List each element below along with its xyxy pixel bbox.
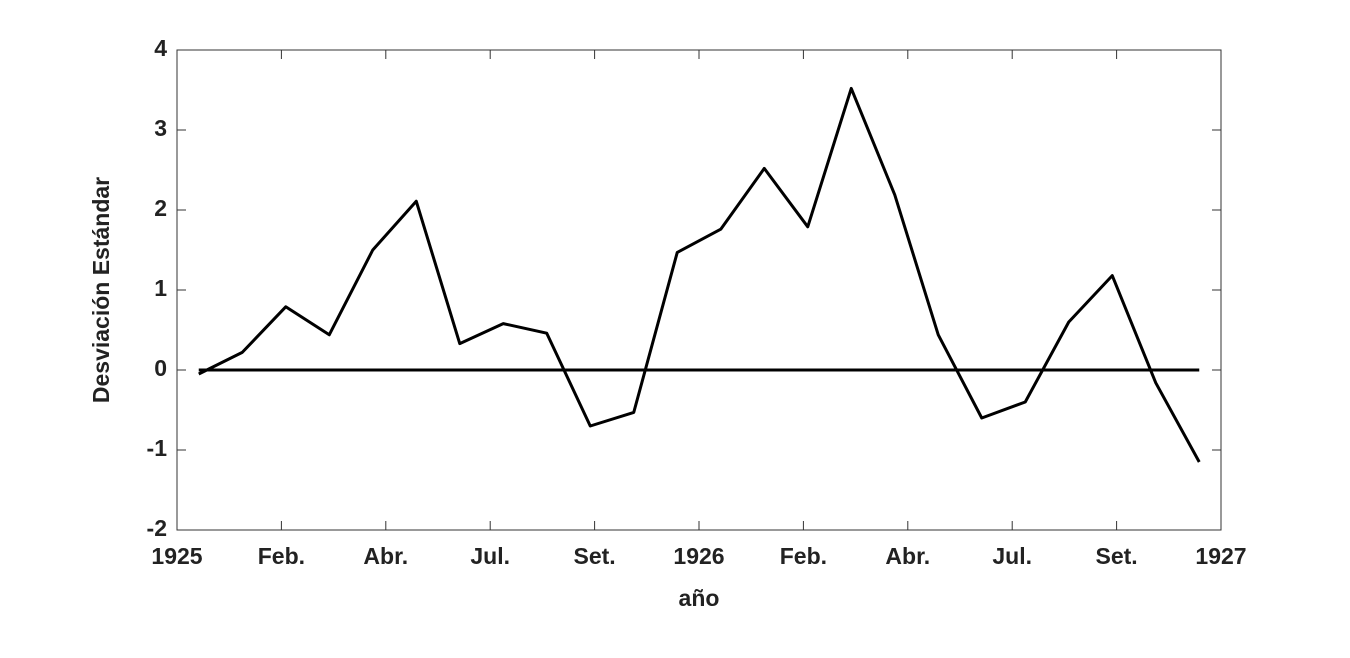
plot-frame — [176, 49, 1222, 531]
y-tick-label: 4 — [154, 35, 167, 61]
x-tick-label: Abr. — [363, 543, 408, 569]
x-tick-label: 1925 — [151, 543, 202, 569]
x-tick-label: Jul. — [470, 543, 510, 569]
x-tick-label: Set. — [574, 543, 616, 569]
x-tick-label: 1926 — [673, 543, 724, 569]
y-tick-label: -1 — [147, 435, 168, 461]
y-axis-label: Desviación Estándar — [88, 177, 114, 403]
y-tick-label: -2 — [147, 515, 167, 541]
x-tick-label: Feb. — [258, 543, 305, 569]
x-tick-label: Abr. — [885, 543, 930, 569]
x-tick-label: Set. — [1096, 543, 1138, 569]
y-tick-label: 3 — [154, 115, 167, 141]
x-tick-label: 1927 — [1195, 543, 1246, 569]
x-tick-label: Feb. — [780, 543, 827, 569]
data-line — [198, 86, 1201, 463]
y-tick-label: 2 — [154, 195, 167, 221]
x-tick-label: Jul. — [992, 543, 1032, 569]
y-tick-label: 0 — [154, 355, 167, 381]
x-axis-label: año — [679, 585, 720, 611]
y-tick-label: 1 — [154, 275, 167, 301]
